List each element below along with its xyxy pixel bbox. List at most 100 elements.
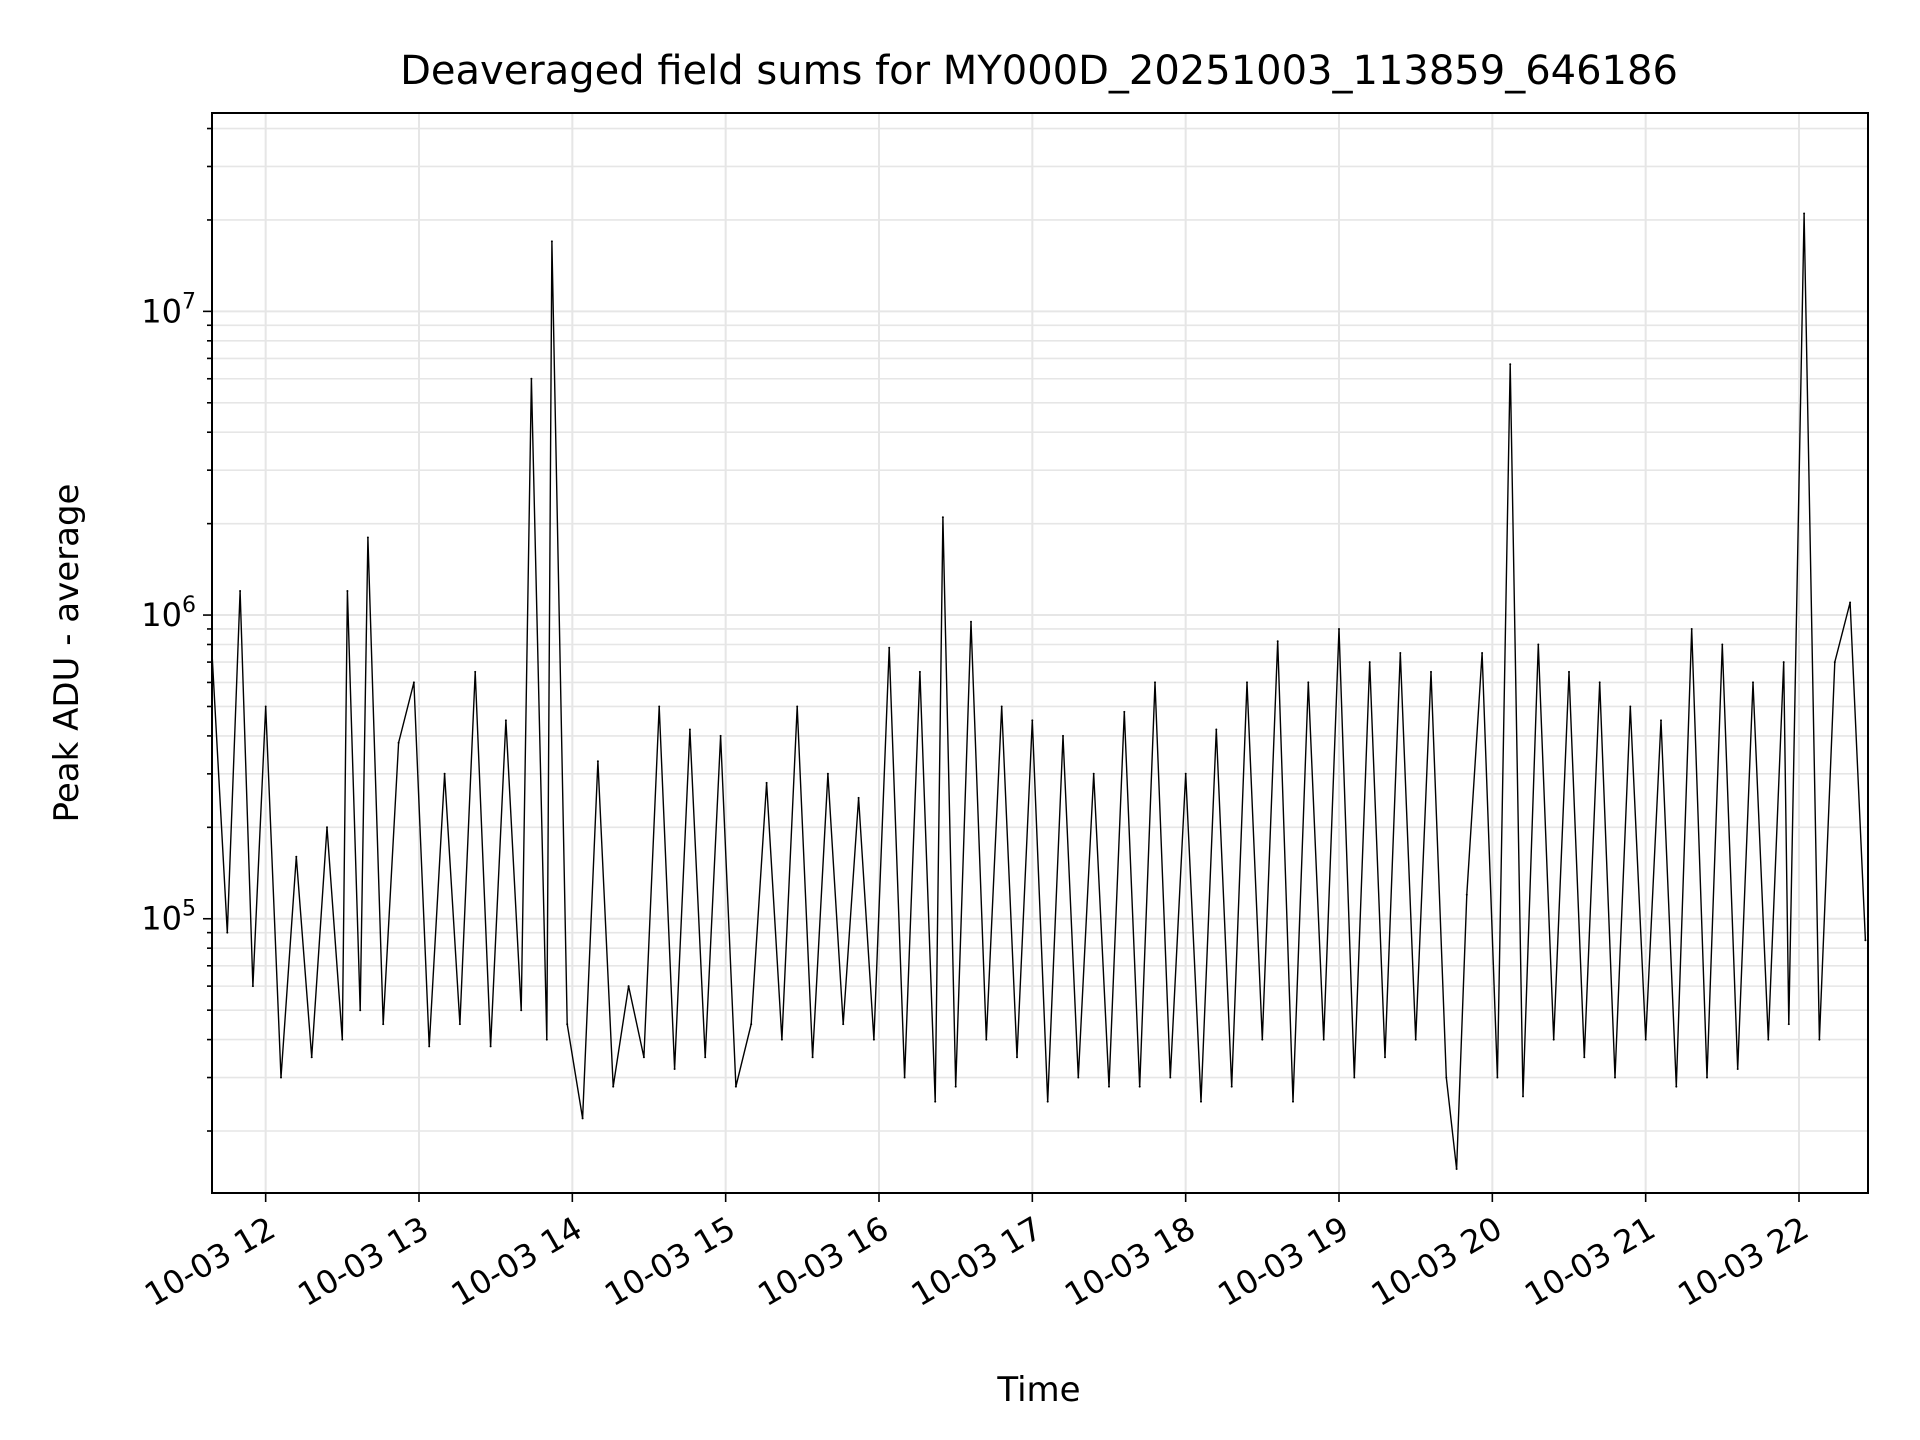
y-axis-label: Peak ADU - average bbox=[47, 484, 87, 823]
data-point bbox=[1384, 1056, 1386, 1059]
data-point bbox=[489, 1045, 492, 1048]
data-point bbox=[941, 516, 944, 519]
data-point bbox=[1322, 1038, 1325, 1041]
data-point bbox=[504, 719, 507, 722]
x-tick-label: 10-03 12 bbox=[138, 1209, 282, 1314]
x-tick-label: 10-03 22 bbox=[1671, 1209, 1815, 1314]
grid bbox=[212, 113, 1868, 1193]
y-tick-exponent: 7 bbox=[182, 289, 196, 314]
data-point bbox=[826, 772, 829, 775]
data-point bbox=[226, 931, 229, 934]
data-point bbox=[530, 377, 533, 380]
data-point bbox=[918, 670, 921, 673]
data-point bbox=[1509, 363, 1512, 366]
data-point bbox=[566, 1023, 569, 1026]
data-point bbox=[1230, 1085, 1233, 1088]
data-point bbox=[1062, 734, 1064, 737]
y-tick-base: 10 bbox=[141, 596, 182, 634]
x-tick-label: 10-03 19 bbox=[1211, 1209, 1355, 1314]
data-point bbox=[1644, 1038, 1647, 1041]
x-tick-label: 10-03 20 bbox=[1365, 1209, 1509, 1314]
x-tick-label: 10-03 21 bbox=[1518, 1209, 1662, 1314]
y-tick-label: 105 bbox=[141, 897, 196, 938]
data-point bbox=[264, 705, 267, 708]
data-point bbox=[954, 1085, 957, 1088]
data-point bbox=[1767, 1038, 1770, 1041]
data-point bbox=[1077, 1076, 1080, 1079]
data-point bbox=[1292, 1100, 1294, 1103]
data-point bbox=[811, 1056, 814, 1059]
data-point bbox=[295, 855, 298, 858]
x-tick-label: 10-03 13 bbox=[291, 1209, 435, 1314]
data-point bbox=[1215, 728, 1218, 731]
data-point bbox=[1046, 1100, 1049, 1103]
data-point bbox=[1782, 661, 1785, 664]
data-point bbox=[1583, 1056, 1586, 1059]
data-point bbox=[612, 1085, 615, 1088]
data-point bbox=[1660, 719, 1662, 722]
data-point bbox=[1568, 670, 1570, 673]
data-point bbox=[1154, 681, 1156, 684]
data-point bbox=[239, 590, 242, 592]
data-point bbox=[903, 1076, 906, 1079]
data-point bbox=[1138, 1085, 1141, 1088]
data-point bbox=[658, 705, 661, 708]
data-point bbox=[341, 1038, 344, 1041]
data-point bbox=[1169, 1076, 1172, 1079]
data-point bbox=[1849, 601, 1852, 604]
data-point bbox=[872, 1038, 875, 1041]
y-tick-exponent: 6 bbox=[182, 593, 196, 618]
data-point bbox=[734, 1085, 737, 1088]
data-point bbox=[310, 1056, 313, 1059]
data-point bbox=[934, 1100, 937, 1103]
data-point bbox=[1496, 1076, 1499, 1079]
data-point bbox=[1430, 670, 1432, 673]
data-point bbox=[1414, 1038, 1417, 1041]
data-point bbox=[550, 240, 553, 243]
data-point bbox=[545, 1038, 548, 1041]
data-point bbox=[1246, 681, 1248, 684]
data-point bbox=[520, 1009, 523, 1012]
data-point bbox=[412, 681, 415, 684]
data-point bbox=[719, 734, 722, 737]
data-point bbox=[382, 1023, 385, 1026]
y-tick-base: 10 bbox=[141, 292, 182, 330]
data-point bbox=[1787, 1023, 1790, 1026]
data-point bbox=[1261, 1038, 1264, 1041]
data-point bbox=[673, 1068, 676, 1070]
data-point bbox=[428, 1045, 431, 1048]
data-point bbox=[443, 772, 446, 775]
data-point bbox=[1092, 772, 1095, 775]
data-point bbox=[888, 646, 891, 649]
data-point bbox=[1108, 1085, 1110, 1088]
data-point bbox=[970, 620, 972, 623]
chart-title: Deaveraged field sums for MY000D_2025100… bbox=[400, 48, 1678, 94]
y-tick-base: 10 bbox=[141, 900, 182, 938]
data-point bbox=[326, 826, 328, 829]
data-point bbox=[1522, 1095, 1524, 1098]
data-point bbox=[1833, 661, 1836, 664]
data-point bbox=[581, 1117, 584, 1120]
data-point bbox=[857, 796, 860, 799]
x-tick-label: 10-03 17 bbox=[905, 1209, 1049, 1314]
data-point bbox=[642, 1056, 645, 1059]
data-point bbox=[1000, 705, 1003, 708]
data-point bbox=[1803, 212, 1806, 215]
data-point bbox=[1706, 1076, 1708, 1079]
data-point bbox=[1353, 1076, 1356, 1079]
data-point bbox=[1016, 1056, 1018, 1059]
data-point bbox=[1200, 1100, 1202, 1103]
data-point bbox=[458, 1023, 461, 1026]
data-point bbox=[1307, 681, 1310, 684]
data-point bbox=[1537, 643, 1540, 646]
data-point bbox=[1123, 710, 1126, 713]
data-point bbox=[1455, 1168, 1458, 1170]
data-point bbox=[1614, 1076, 1616, 1079]
data-point bbox=[397, 741, 400, 744]
data-point bbox=[1675, 1085, 1678, 1088]
data-point bbox=[1399, 652, 1402, 654]
plot-area-frame bbox=[211, 112, 1869, 1194]
y-tick-exponent: 5 bbox=[182, 897, 196, 922]
